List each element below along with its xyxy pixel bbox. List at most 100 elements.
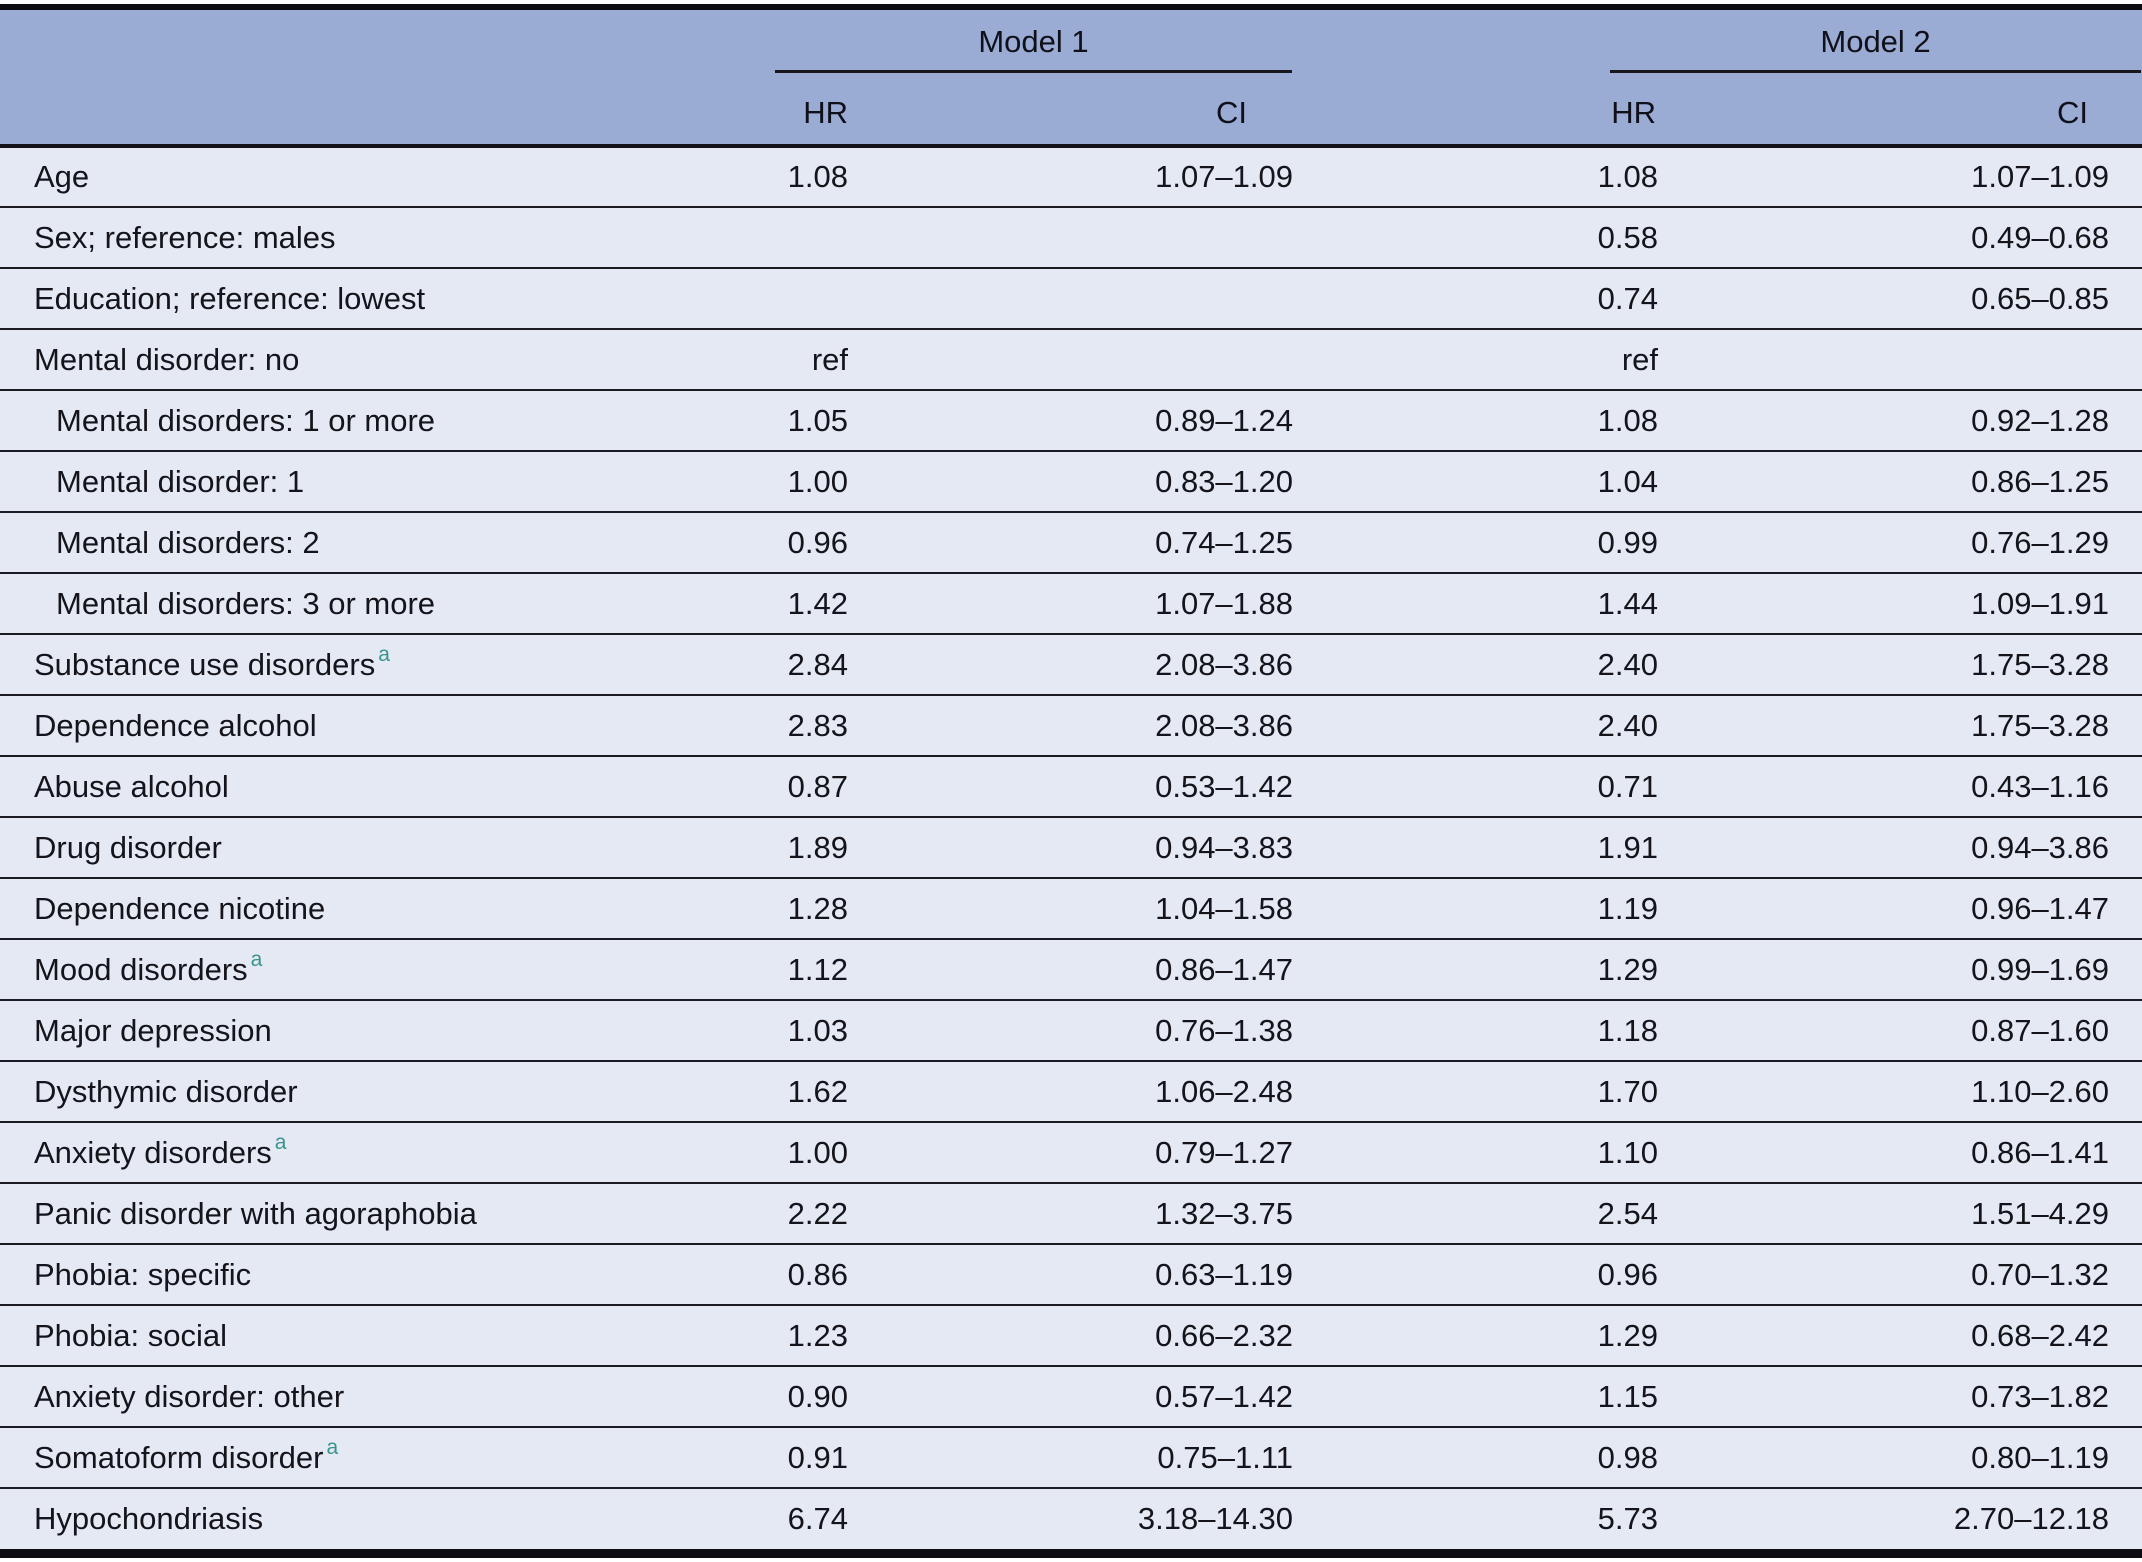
- model1-ci-value: 1.07–1.09: [1155, 159, 1294, 194]
- model1-spanner: Model 1: [775, 11, 1293, 73]
- model1-hr-value: 1.00: [561, 1121, 850, 1183]
- table-row: Anxiety disorder: other 0.90 0.57–1.42 1…: [0, 1365, 2142, 1427]
- model1-hr-value: 2.83: [561, 694, 850, 756]
- row-label: Panic disorder with agoraphobia: [34, 1195, 477, 1231]
- row-label: Sex; reference: males: [34, 219, 336, 255]
- row-label: Hypochondriasis: [34, 1501, 264, 1536]
- model2-hr-value: 0.71: [1295, 755, 1661, 817]
- footnote-marker-a: a: [326, 1436, 339, 1460]
- model2-ci-value: 0.49–0.68: [1660, 206, 2142, 268]
- model2-spanner: Model 2: [1610, 11, 2142, 73]
- table-row: Drug disorder 1.89 0.94–3.83 1.91 0.94–3…: [0, 816, 2142, 878]
- model1-hr-value: 0.90: [561, 1365, 850, 1427]
- row-label-cell: Substance use disorders a: [0, 633, 561, 695]
- model2-hr-value: 1.10: [1295, 1121, 1661, 1183]
- model2-ci-value: 0.80–1.19: [1660, 1426, 2142, 1488]
- table-row: Phobia: specific 0.86 0.63–1.19 0.96 0.7…: [0, 1243, 2142, 1305]
- model2-ci-value: 0.86–1.25: [1660, 450, 2142, 512]
- model1-ci-value: 0.63–1.19: [850, 1243, 1296, 1305]
- results-table-container: Model 1 Model 2 HR CI HR CI Age 1.08 1.0…: [0, 4, 2142, 1558]
- model1-hr-value: 1.89: [561, 816, 850, 878]
- model2-hr-value: 0.98: [1295, 1426, 1661, 1488]
- table-row: Mental disorders: 2 0.96 0.74–1.25 0.99 …: [0, 511, 2142, 573]
- row-label-cell: Education; reference: lowest: [0, 267, 561, 329]
- model1-hr-value: 6.74: [561, 1487, 850, 1549]
- model1-ci-value: 0.53–1.42: [850, 755, 1296, 817]
- row-label-cell: Mental disorders: 1 or more: [0, 389, 561, 451]
- model1-ci-value: 0.57–1.42: [850, 1365, 1296, 1427]
- model1-hr-value: 1.03: [561, 999, 850, 1061]
- model2-ci-value: 2.70–12.18: [1660, 1487, 2142, 1549]
- row-label: Mental disorder: no: [34, 341, 300, 377]
- model1-hr-value: [561, 206, 850, 268]
- model1-ci-value: 1.06–2.48: [850, 1060, 1296, 1122]
- model2-hr-value: 0.99: [1295, 511, 1661, 573]
- model2-hr-value: 0.74: [1295, 267, 1661, 329]
- model1-hr-value: 0.86: [561, 1243, 850, 1305]
- model2-ci-value: 0.76–1.29: [1660, 511, 2142, 573]
- row-label-cell: Anxiety disorder: other: [0, 1365, 561, 1427]
- row-label-cell: Panic disorder with agoraphobia: [0, 1182, 561, 1244]
- model1-ci-value: 0.74–1.25: [850, 511, 1296, 573]
- model1-ci-value: 0.86–1.47: [850, 938, 1296, 1000]
- row-label-cell: Somatoform disorder a: [0, 1426, 561, 1488]
- footnote-marker-a: a: [378, 643, 390, 667]
- model2-hr-value: 5.73: [1295, 1487, 1661, 1549]
- model1-ci-value: 1.32–3.75: [850, 1182, 1296, 1244]
- model2-ci-value: 1.10–2.60: [1660, 1060, 2142, 1122]
- model1-hr-value: 0.91: [561, 1426, 850, 1488]
- row-label: Phobia: specific: [34, 1256, 252, 1292]
- model2-hr-value: 1.29: [1295, 1304, 1661, 1366]
- model2-ci-value: [1660, 328, 2142, 390]
- model1-hr-value: 1.08: [787, 159, 848, 194]
- model2-ci-value: 0.94–3.86: [1660, 816, 2142, 878]
- model2-ci-value: 0.99–1.69: [1660, 938, 2142, 1000]
- table-row: Dependence alcohol 2.83 2.08–3.86 2.40 1…: [0, 694, 2142, 756]
- table-row: Mental disorders: 1 or more 1.05 0.89–1.…: [0, 389, 2142, 451]
- table-row: Major depression 1.03 0.76–1.38 1.18 0.8…: [0, 999, 2142, 1061]
- model2-hr-value: 1.15: [1295, 1365, 1661, 1427]
- row-label: Mental disorders: 3 or more: [56, 585, 436, 621]
- table-row: Mental disorder: no ref ref: [0, 328, 2142, 390]
- model2-hr-header: HR: [1295, 82, 1661, 148]
- row-label-cell: Sex; reference: males: [0, 206, 561, 268]
- model2-group-header: Model 2: [1295, 10, 2142, 82]
- table-row: Panic disorder with agoraphobia 2.22 1.3…: [0, 1182, 2142, 1244]
- model2-ci-value: 0.70–1.32: [1660, 1243, 2142, 1305]
- row-label: Phobia: social: [34, 1317, 228, 1353]
- model-group-row: Model 1 Model 2: [0, 10, 2142, 82]
- table-row: Dependence nicotine 1.28 1.04–1.58 1.19 …: [0, 877, 2142, 939]
- model2-hr-value: 0.58: [1295, 206, 1661, 268]
- model2-ci-value: 0.68–2.42: [1660, 1304, 2142, 1366]
- model1-ci-value: 0.66–2.32: [850, 1304, 1296, 1366]
- model1-label: Model 1: [978, 24, 1089, 59]
- model2-hr-value: 2.40: [1295, 633, 1661, 695]
- row-label: Drug disorder: [34, 829, 222, 865]
- table-row: Sex; reference: males 0.58 0.49–0.68: [0, 206, 2142, 268]
- model2-hr-value: 0.96: [1295, 1243, 1661, 1305]
- model2-hr-value: 1.08: [1597, 159, 1659, 194]
- row-label-cell: Phobia: specific: [0, 1243, 561, 1305]
- header-blank-cell: [0, 82, 561, 148]
- table-row: Somatoform disorder a 0.91 0.75–1.11 0.98…: [0, 1426, 2142, 1488]
- row-label-cell: Drug disorder: [0, 816, 561, 878]
- row-label: Mental disorder: 1: [56, 463, 305, 499]
- model1-ci-value: 0.89–1.24: [850, 389, 1296, 451]
- model1-ci-value: 2.08–3.86: [850, 633, 1296, 695]
- row-label: Dysthymic disorder: [34, 1073, 298, 1109]
- model2-ci-value: 0.87–1.60: [1660, 999, 2142, 1061]
- model2-ci-value: 0.92–1.28: [1660, 389, 2142, 451]
- model1-ci-value: 1.04–1.58: [850, 877, 1296, 939]
- table-body: Age 1.08 1.07–1.09 1.08 1.07–1.09 Sex; r…: [0, 146, 2142, 1549]
- table-row: Abuse alcohol 0.87 0.53–1.42 0.71 0.43–1…: [0, 755, 2142, 817]
- model1-hr-value: 0.96: [561, 511, 850, 573]
- table-row: Age 1.08 1.07–1.09 1.08 1.07–1.09: [0, 146, 2142, 207]
- model1-ci-value: 0.75–1.11: [850, 1426, 1296, 1488]
- row-label-cell: Dependence alcohol: [0, 694, 561, 756]
- row-label-cell: Abuse alcohol: [0, 755, 561, 817]
- model1-hr-value: ref: [561, 328, 850, 390]
- table-row: Education; reference: lowest 0.74 0.65–0…: [0, 267, 2142, 329]
- model2-ci-value: 0.73–1.82: [1660, 1365, 2142, 1427]
- row-label: Anxiety disorder: other: [34, 1378, 345, 1414]
- row-label-cell: Hypochondriasis: [0, 1487, 561, 1549]
